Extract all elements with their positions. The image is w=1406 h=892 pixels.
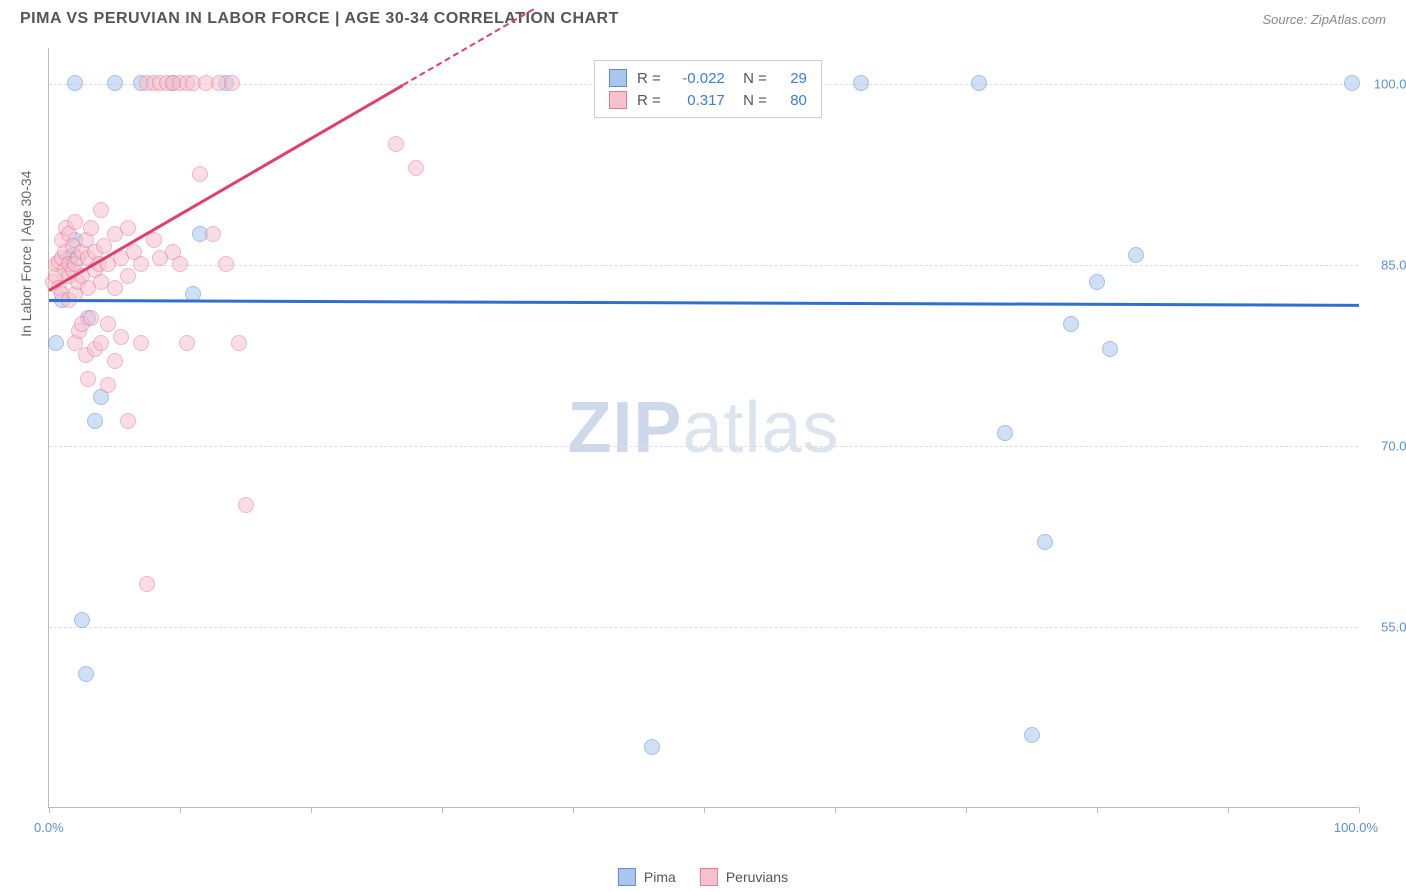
y-tick-label: 85.0% [1363,258,1406,273]
y-axis-title: In Labor Force | Age 30-34 [18,171,34,337]
x-axis-min-label: 0.0% [34,820,64,835]
data-point [172,256,188,272]
data-point [113,329,129,345]
stats-row: R = 0.317 N = 80 [609,89,807,111]
y-tick-label: 70.0% [1363,439,1406,454]
stats-row: R = -0.022 N = 29 [609,67,807,89]
legend-label: Pima [644,869,676,885]
data-point [100,316,116,332]
legend-item: Pima [618,868,676,886]
scatter-chart: ZIPatlas 0.0% 100.0% 55.0%70.0%85.0%100.… [48,48,1358,808]
legend-label: Peruvians [726,869,788,885]
gridline [49,627,1358,628]
data-point [120,268,136,284]
data-point [133,256,149,272]
x-tick [311,807,312,813]
data-point [997,425,1013,441]
trend-line [49,299,1359,307]
data-point [78,666,94,682]
data-point [107,75,123,91]
data-point [67,75,83,91]
stat-label: N = [735,70,767,87]
data-point [388,136,404,152]
x-tick [966,807,967,813]
data-point [238,497,254,513]
data-point [231,335,247,351]
data-point [48,335,64,351]
data-point [1344,75,1360,91]
data-point [1102,341,1118,357]
x-tick [835,807,836,813]
legend: Pima Peruvians [618,868,788,886]
data-point [1089,274,1105,290]
data-point [107,280,123,296]
x-tick [573,807,574,813]
watermark: ZIPatlas [567,387,839,469]
data-point [80,371,96,387]
data-point [139,576,155,592]
data-point [218,256,234,272]
n-value: 29 [777,70,807,87]
n-value: 80 [777,92,807,109]
data-point [1037,534,1053,550]
legend-swatch [618,868,636,886]
data-point [853,75,869,91]
data-point [644,739,660,755]
data-point [93,335,109,351]
data-point [120,413,136,429]
gridline [49,265,1358,266]
data-point [100,377,116,393]
data-point [83,310,99,326]
data-point [224,75,240,91]
x-tick [704,807,705,813]
data-point [83,220,99,236]
data-point [205,226,221,242]
x-axis-max-label: 100.0% [1334,820,1378,835]
y-tick-label: 55.0% [1363,620,1406,635]
data-point [1024,727,1040,743]
data-point [1063,316,1079,332]
data-point [192,166,208,182]
data-point [179,335,195,351]
x-tick [1228,807,1229,813]
data-point [971,75,987,91]
x-tick [1097,807,1098,813]
series-swatch [609,69,627,87]
data-point [107,353,123,369]
x-tick [49,807,50,813]
data-point [93,202,109,218]
gridline [49,446,1358,447]
y-tick-label: 100.0% [1363,77,1406,92]
data-point [120,220,136,236]
series-swatch [609,91,627,109]
stat-label: R = [637,92,661,109]
stat-label: N = [735,92,767,109]
data-point [74,612,90,628]
stat-label: R = [637,70,661,87]
source-attribution: Source: ZipAtlas.com [1262,12,1386,27]
data-point [87,413,103,429]
correlation-stats-box: R = -0.022 N = 29 R = 0.317 N = 80 [594,60,822,118]
data-point [1128,247,1144,263]
r-value: 0.317 [671,92,725,109]
x-tick [1359,807,1360,813]
x-tick [180,807,181,813]
x-tick [442,807,443,813]
legend-swatch [700,868,718,886]
data-point [408,160,424,176]
r-value: -0.022 [671,70,725,87]
data-point [133,335,149,351]
data-point [67,214,83,230]
legend-item: Peruvians [700,868,788,886]
